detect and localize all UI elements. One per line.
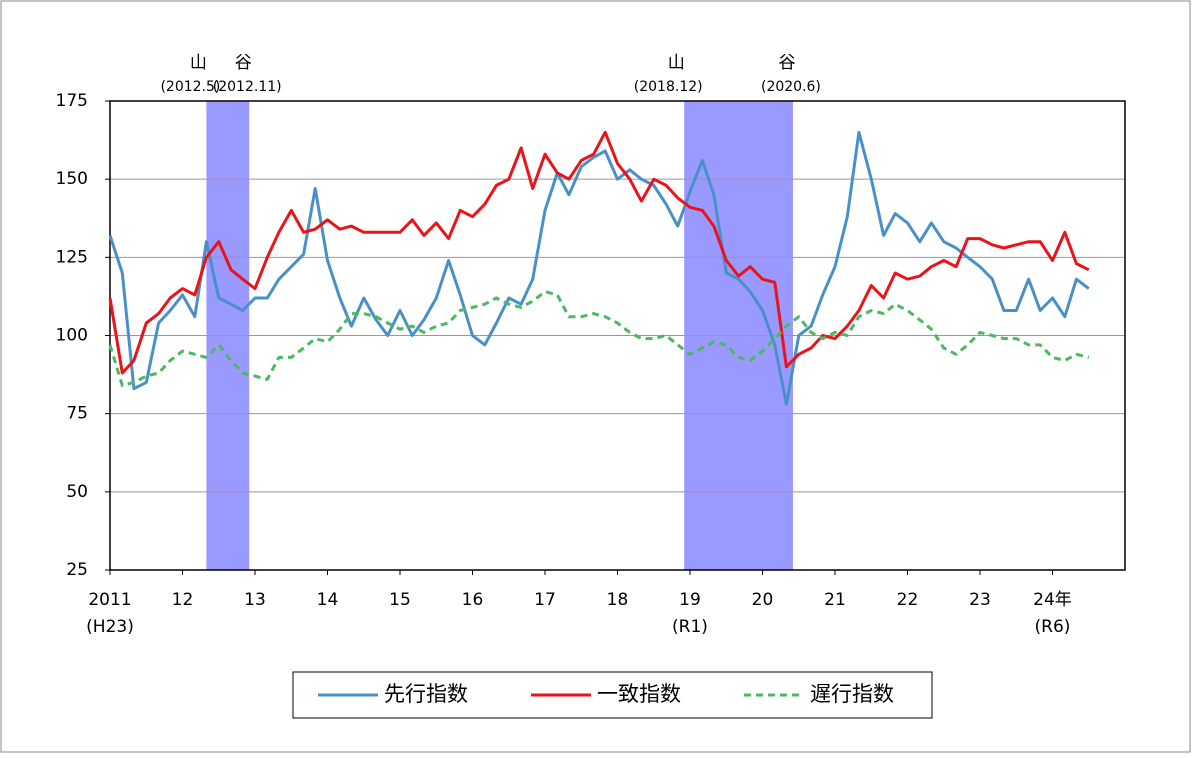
- y-tick-label: 50: [66, 482, 88, 502]
- legend-label: 先行指数: [384, 682, 468, 706]
- x-tick-label: 15: [389, 590, 411, 610]
- x-tick-label: 19: [679, 590, 701, 610]
- y-tick-label: 175: [56, 91, 88, 111]
- x-tick-label: 12: [172, 590, 194, 610]
- series-line: [108, 130, 1090, 375]
- trough-date: (2012.11): [213, 79, 282, 95]
- x-tick-label: 17: [534, 590, 556, 610]
- x-tick-label: 16: [462, 590, 484, 610]
- legend-box: [292, 671, 933, 719]
- y-tick-label: 75: [66, 404, 88, 424]
- x-tick-label: 22: [897, 590, 919, 610]
- x-tick-label: 13: [244, 590, 266, 610]
- y-tick-label: 125: [56, 247, 88, 267]
- x-tick-label: 2011: [88, 590, 131, 610]
- y-tick-label: 150: [56, 169, 88, 189]
- series-line: [108, 130, 1090, 406]
- legend-label: 遅行指数: [810, 682, 894, 706]
- era-label: (R6): [1035, 617, 1071, 637]
- x-tick-label: 18: [607, 590, 629, 610]
- x-tick-label: 14: [317, 590, 339, 610]
- peak-date: (2012.5): [160, 79, 220, 95]
- peak-date: (2018.12): [634, 79, 703, 95]
- era-label: (H23): [86, 617, 134, 637]
- era-label: (R1): [672, 617, 708, 637]
- trough-label: 谷: [235, 53, 252, 73]
- trough-date: (2020.6): [761, 79, 821, 95]
- y-tick-label: 100: [56, 326, 88, 346]
- x-tick-label: 23: [969, 590, 991, 610]
- x-tick-label: 21: [824, 590, 846, 610]
- series-line: [108, 290, 1090, 387]
- legend-label: 一致指数: [597, 682, 681, 706]
- peak-label: 山: [190, 53, 207, 73]
- y-tick-label: 25: [66, 560, 88, 580]
- trough-label: 谷: [778, 53, 795, 73]
- x-tick-label: 20: [752, 590, 774, 610]
- x-tick-label: 24年: [1033, 590, 1072, 610]
- peak-label: 山: [668, 53, 685, 73]
